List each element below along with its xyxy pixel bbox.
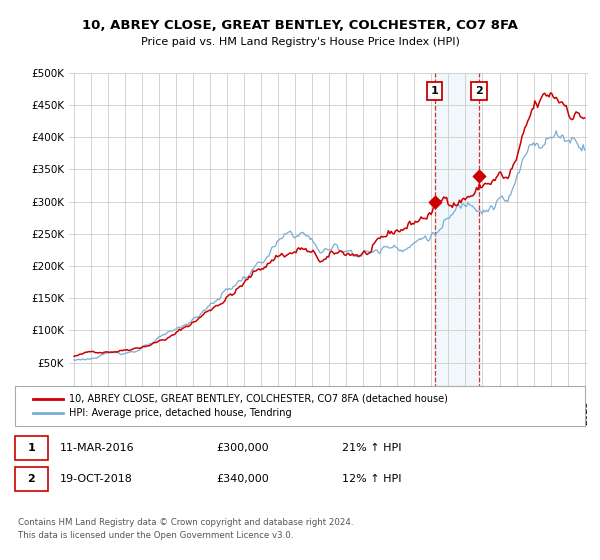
Point bbox=[474, 171, 484, 180]
Text: 10, ABREY CLOSE, GREAT BENTLEY, COLCHESTER, CO7 8FA (detached house): 10, ABREY CLOSE, GREAT BENTLEY, COLCHEST… bbox=[69, 394, 448, 404]
Text: 1: 1 bbox=[28, 443, 35, 453]
Text: £300,000: £300,000 bbox=[216, 443, 269, 453]
Text: HPI: Average price, detached house, Tendring: HPI: Average price, detached house, Tend… bbox=[69, 408, 292, 418]
Bar bbox=[434, 73, 479, 395]
Text: £340,000: £340,000 bbox=[216, 474, 269, 484]
Text: 10, ABREY CLOSE, GREAT BENTLEY, COLCHESTER, CO7 8FA: 10, ABREY CLOSE, GREAT BENTLEY, COLCHEST… bbox=[82, 18, 518, 32]
Text: 2: 2 bbox=[475, 86, 483, 96]
Text: 21% ↑ HPI: 21% ↑ HPI bbox=[342, 443, 401, 453]
Text: 1: 1 bbox=[431, 86, 439, 96]
Text: 11-MAR-2016: 11-MAR-2016 bbox=[60, 443, 134, 453]
Text: 12% ↑ HPI: 12% ↑ HPI bbox=[342, 474, 401, 484]
Text: Price paid vs. HM Land Registry's House Price Index (HPI): Price paid vs. HM Land Registry's House … bbox=[140, 37, 460, 47]
Point bbox=[430, 197, 439, 206]
Text: 2: 2 bbox=[28, 474, 35, 484]
Text: 19-OCT-2018: 19-OCT-2018 bbox=[60, 474, 133, 484]
Text: Contains HM Land Registry data © Crown copyright and database right 2024.
This d: Contains HM Land Registry data © Crown c… bbox=[18, 519, 353, 540]
